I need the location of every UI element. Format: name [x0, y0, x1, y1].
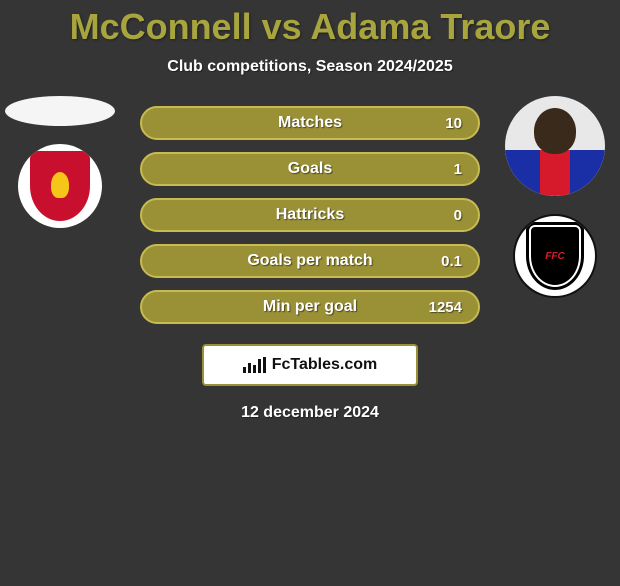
fulham-crest-icon: FFC: [526, 222, 584, 290]
player2-head-icon: [534, 108, 576, 154]
stat-bar-hattricks: Hattricks 0: [140, 198, 480, 232]
stat-bar-goals: Goals 1: [140, 152, 480, 186]
stat-value: 1: [454, 161, 462, 178]
player-right-column: FFC: [500, 96, 610, 298]
player-left-column: [5, 96, 115, 228]
stat-label: Min per goal: [263, 298, 357, 316]
stat-label: Goals: [288, 160, 332, 178]
stat-value: 0: [454, 207, 462, 224]
title-vs: vs: [252, 6, 311, 47]
player1-club-crest: [18, 144, 102, 228]
player2-club-crest: FFC: [513, 214, 597, 298]
stat-bar-matches: Matches 10: [140, 106, 480, 140]
title-player2: Adama Traore: [310, 6, 550, 47]
player2-avatar: [505, 96, 605, 196]
brand-box: FcTables.com: [202, 344, 418, 386]
comparison-title: McConnell vs Adama Traore: [0, 6, 620, 48]
stat-value: 10: [445, 115, 462, 132]
content-area: FFC Matches 10 Goals 1 Hattricks 0 Goals…: [0, 106, 620, 422]
player1-avatar: [5, 96, 115, 126]
fulham-crest-text: FFC: [545, 251, 564, 262]
date-text: 12 december 2024: [0, 404, 620, 422]
stat-value: 0.1: [441, 253, 462, 270]
title-player1: McConnell: [70, 6, 252, 47]
brand-text: FcTables.com: [272, 356, 378, 374]
stat-label: Goals per match: [247, 252, 372, 270]
stat-value: 1254: [429, 299, 462, 316]
stat-label: Matches: [278, 114, 342, 132]
player2-shirt-icon: [505, 150, 605, 196]
bars-icon: [243, 357, 266, 373]
stat-bars: Matches 10 Goals 1 Hattricks 0 Goals per…: [140, 106, 480, 324]
liverpool-crest-icon: [30, 151, 90, 221]
subtitle: Club competitions, Season 2024/2025: [0, 58, 620, 76]
stat-label: Hattricks: [276, 206, 344, 224]
stat-bar-goals-per-match: Goals per match 0.1: [140, 244, 480, 278]
stat-bar-min-per-goal: Min per goal 1254: [140, 290, 480, 324]
